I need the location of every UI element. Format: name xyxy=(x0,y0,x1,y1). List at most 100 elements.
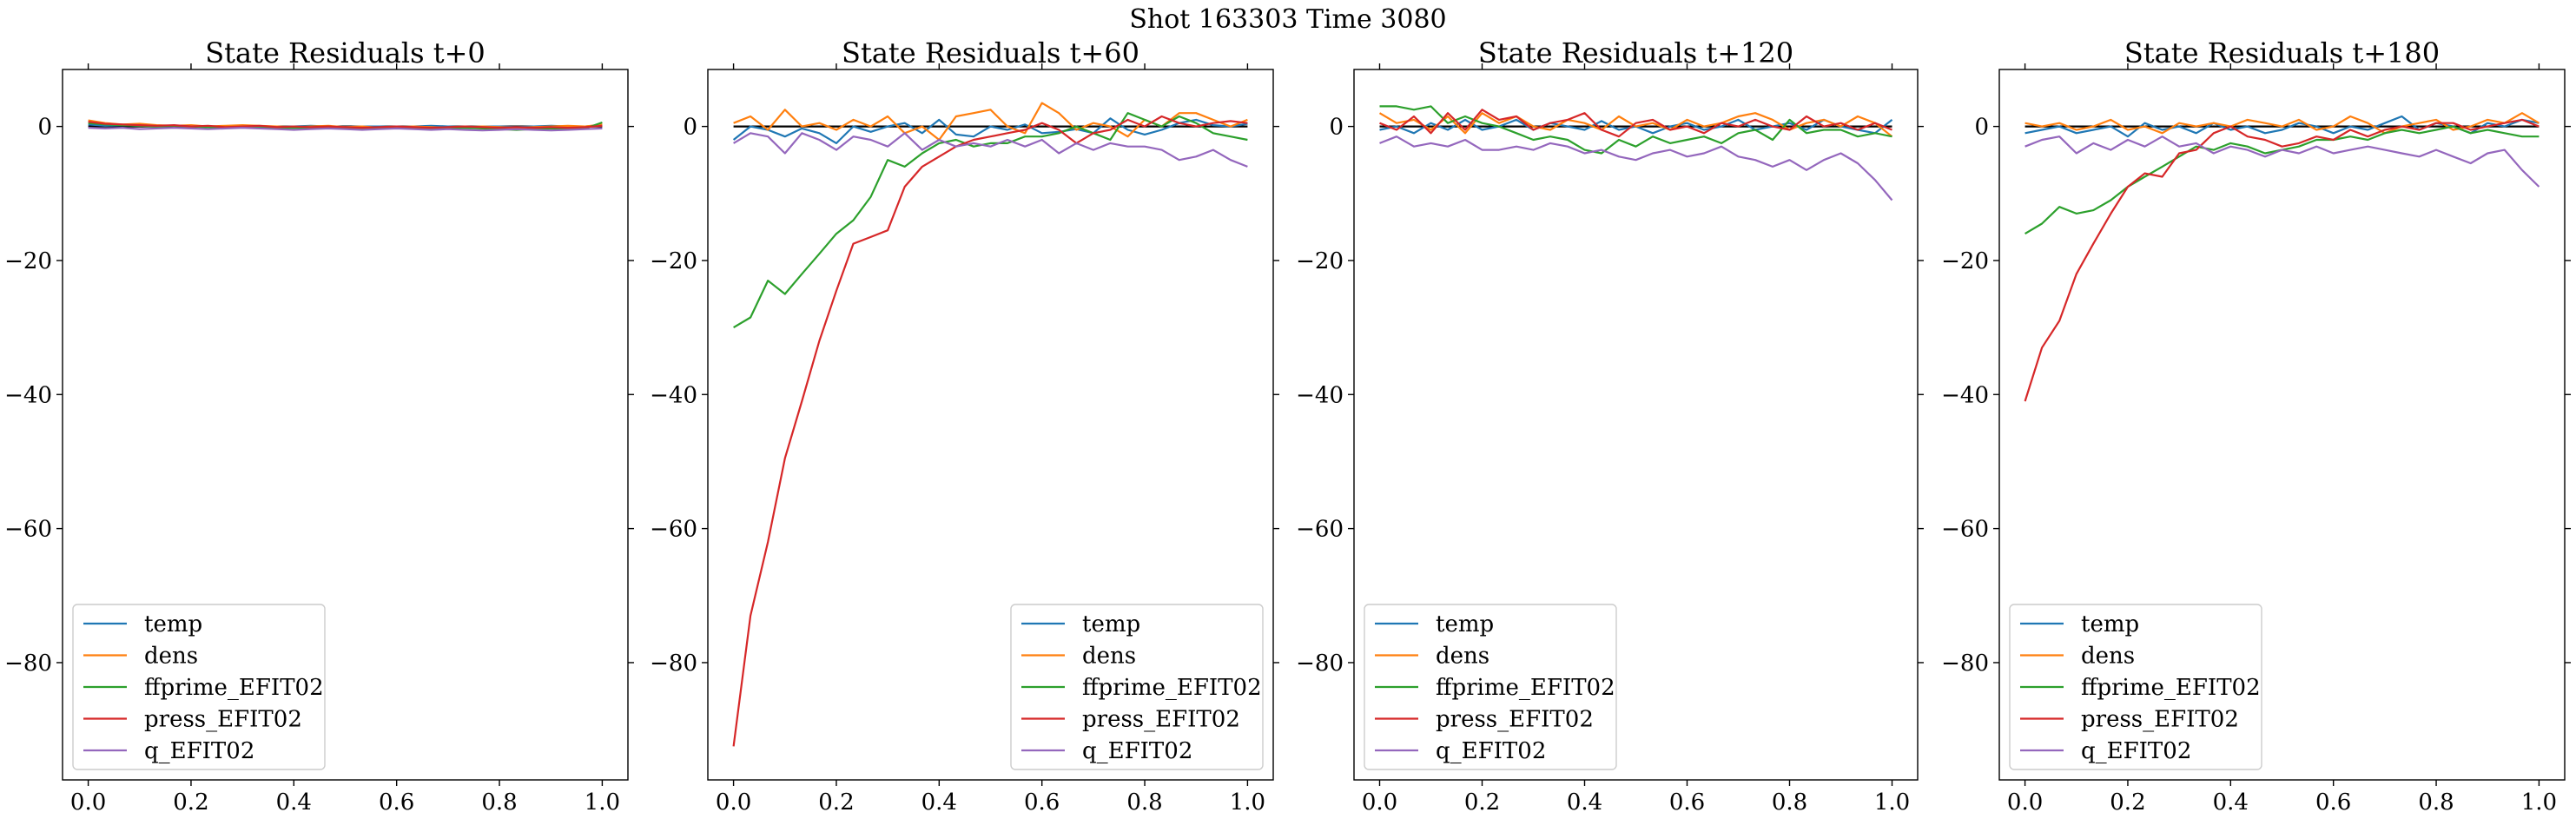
axes-frame xyxy=(1998,69,2566,781)
series-line-press_EFIT02 xyxy=(88,121,603,129)
legend-label: ffprime_EFIT02 xyxy=(2081,675,2261,701)
legend-label: q_EFIT02 xyxy=(1436,738,1546,764)
legend: temp dens ffprime_EFIT02 press_EFIT02 q_EFIT… xyxy=(2009,604,2262,770)
legend: temp dens ffprime_EFIT02 press_EFIT02 q_EFIT… xyxy=(72,604,326,770)
y-tick-label: −80 xyxy=(650,651,697,677)
x-tick-label: 0.2 xyxy=(2110,789,2145,816)
x-tick-label: 0.4 xyxy=(2213,789,2249,816)
legend-label: q_EFIT02 xyxy=(1082,738,1192,764)
x-tick-label: 0.4 xyxy=(1567,789,1602,816)
x-tick-label: 0.6 xyxy=(1024,789,1060,816)
x-tick-label: 0.0 xyxy=(70,789,106,816)
legend-label: press_EFIT02 xyxy=(144,707,302,733)
axes-frame xyxy=(1353,69,1919,781)
series-line-temp xyxy=(732,117,1248,144)
y-tick-label: −40 xyxy=(4,382,52,408)
series-line-ffprime_EFIT02 xyxy=(1379,105,1892,155)
x-tick-label: 1.0 xyxy=(585,789,620,816)
y-tick-label: −80 xyxy=(1941,651,1989,677)
panel-2: State Residuals t+120 0.0 0.2 0.4 0.6 0.8 1.0 0… xyxy=(1296,36,1924,816)
x-tick-label: 0.4 xyxy=(921,789,957,816)
panel-title: State Residuals t+60 xyxy=(842,36,1139,69)
x-tick-label: 0.6 xyxy=(2315,789,2351,816)
legend-label: temp xyxy=(1082,611,1140,637)
legend-label: ffprime_EFIT02 xyxy=(1436,675,1615,701)
series-line-press_EFIT02 xyxy=(2024,118,2540,402)
panel-1: State Residuals t+60 0.0 0.2 0.4 0.6 0.8 1.0 0 −… xyxy=(650,36,1279,816)
legend: temp dens ffprime_EFIT02 press_EFIT02 q_EFIT… xyxy=(1010,604,1264,770)
legend-box xyxy=(1364,604,1617,770)
series-line-q_EFIT02 xyxy=(1379,135,1893,201)
legend-box xyxy=(1010,604,1264,770)
x-tick-label: 0.8 xyxy=(481,789,517,816)
legend-label: press_EFIT02 xyxy=(1082,707,1240,733)
panel-title: State Residuals t+120 xyxy=(1478,36,1793,69)
x-tick-label: 0.0 xyxy=(2007,789,2043,816)
x-tick-label: 0.8 xyxy=(2418,789,2454,816)
y-tick-label: −20 xyxy=(1296,248,1344,274)
legend-label: dens xyxy=(1436,644,1489,670)
legend-label: q_EFIT02 xyxy=(144,738,254,764)
legend-label: temp xyxy=(1436,611,1494,637)
legend-box xyxy=(72,604,326,770)
x-tick-label: 1.0 xyxy=(2521,789,2557,816)
y-tick-label: −20 xyxy=(4,248,52,274)
legend-box xyxy=(2009,604,2262,770)
panel-3: State Residuals t+180 0.0 0.2 0.4 0.6 0.8 1.0 0… xyxy=(1941,36,2571,816)
panel-0: State Residuals t+0 0.0 0.2 0.4 0.6 0.8 1.0 0 −2… xyxy=(4,36,634,816)
y-tick-label: −20 xyxy=(650,248,697,274)
x-tick-label: 1.0 xyxy=(1230,789,1265,816)
legend-label: q_EFIT02 xyxy=(2081,738,2191,764)
y-tick-label: −40 xyxy=(1296,382,1344,408)
x-tick-label: 0.6 xyxy=(379,789,414,816)
x-tick-label: 0.2 xyxy=(818,789,854,816)
legend: temp dens ffprime_EFIT02 press_EFIT02 q_EFIT… xyxy=(1364,604,1617,770)
legend-label: dens xyxy=(144,644,198,670)
series-line-q_EFIT02 xyxy=(2024,135,2540,188)
series-line-press_EFIT02 xyxy=(1379,109,1892,138)
legend-label: press_EFIT02 xyxy=(2081,707,2239,733)
x-tick-label: 0.8 xyxy=(1126,789,1162,816)
panel-title: State Residuals t+180 xyxy=(2124,36,2440,69)
y-tick-label: 0 xyxy=(37,115,52,141)
series-line-ffprime_EFIT02 xyxy=(2024,125,2540,235)
y-tick-label: 0 xyxy=(683,115,697,141)
y-tick-label: −80 xyxy=(1296,651,1344,677)
panel-title: State Residuals t+0 xyxy=(205,36,485,69)
series-line-dens xyxy=(2024,112,2540,135)
figure-title: Shot 163303 Time 3080 xyxy=(1129,4,1446,35)
series-line-dens xyxy=(1378,112,1893,138)
y-tick-label: −40 xyxy=(1941,382,1989,408)
x-tick-label: 0.0 xyxy=(716,789,751,816)
axes-frame xyxy=(62,69,629,781)
x-tick-label: 0.4 xyxy=(276,789,312,816)
legend-label: temp xyxy=(144,611,202,637)
x-tick-label: 0.6 xyxy=(1669,789,1705,816)
x-tick-label: 0.2 xyxy=(173,789,208,816)
axes-frame xyxy=(707,69,1274,781)
x-tick-label: 0.0 xyxy=(1362,789,1397,816)
legend-label: temp xyxy=(2081,611,2139,637)
y-tick-label: −60 xyxy=(4,517,52,543)
y-tick-label: −20 xyxy=(1941,248,1989,274)
y-tick-label: −60 xyxy=(1941,517,1989,543)
y-tick-label: −80 xyxy=(4,651,52,677)
series-line-q_EFIT02 xyxy=(88,127,603,132)
y-tick-label: −60 xyxy=(1296,517,1344,543)
series-line-press_EFIT02 xyxy=(732,115,1248,747)
x-tick-label: 0.8 xyxy=(1772,789,1807,816)
y-tick-label: 0 xyxy=(1329,115,1344,141)
legend-label: dens xyxy=(2081,644,2135,670)
legend-label: ffprime_EFIT02 xyxy=(144,675,324,701)
series-line-ffprime_EFIT02 xyxy=(733,112,1248,329)
legend-label: press_EFIT02 xyxy=(1436,707,1594,733)
y-tick-label: −40 xyxy=(650,382,697,408)
x-tick-label: 0.2 xyxy=(1464,789,1500,816)
y-tick-label: −60 xyxy=(650,517,697,543)
x-tick-label: 1.0 xyxy=(1874,789,1910,816)
legend-label: dens xyxy=(1082,644,1136,670)
series-line-q_EFIT02 xyxy=(733,132,1248,168)
legend-label: ffprime_EFIT02 xyxy=(1082,675,1262,701)
y-tick-label: 0 xyxy=(1974,115,1989,141)
